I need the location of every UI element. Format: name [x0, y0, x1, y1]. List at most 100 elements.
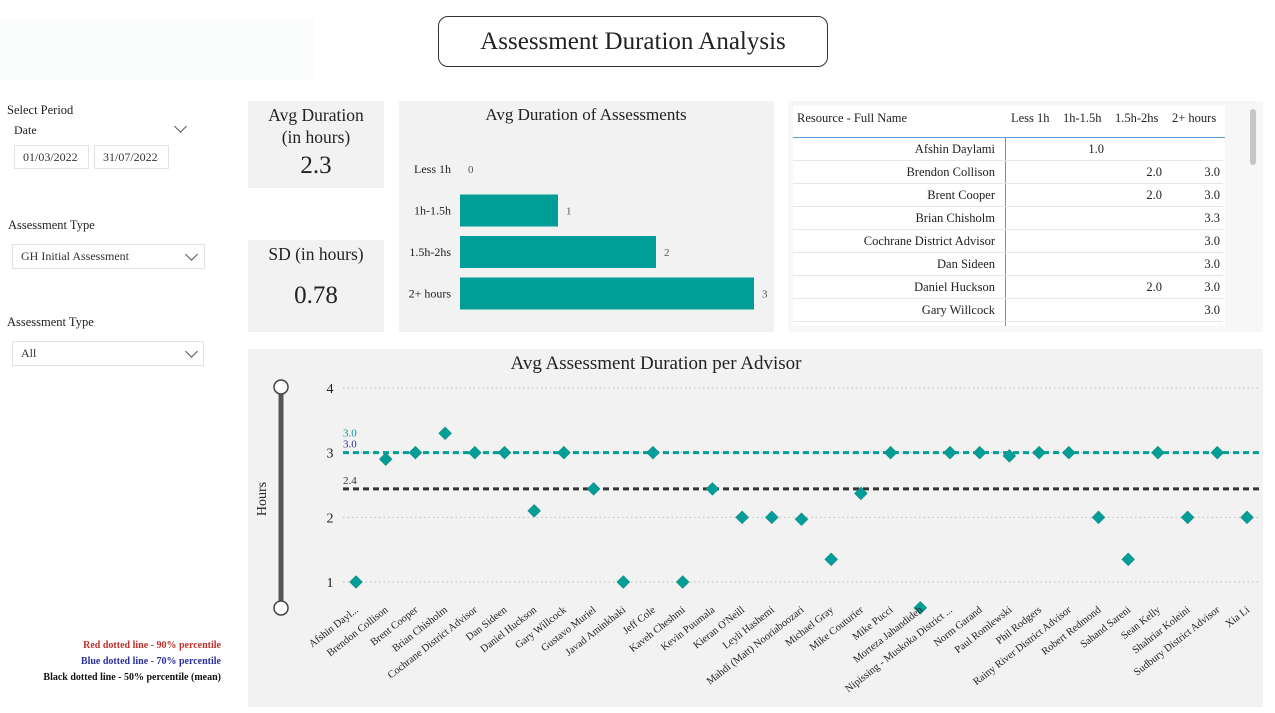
- assessment-type-label-2: Assessment Type: [7, 315, 94, 329]
- table-cell-value: 1.0: [1088, 142, 1104, 156]
- data-point[interactable]: [1121, 552, 1136, 567]
- scatter-chart-title: Avg Assessment Duration per Advisor: [511, 353, 803, 374]
- legend-note-red: Red dotted line - 90% percentile: [83, 640, 221, 651]
- table-cell-value: 3.0: [1204, 280, 1220, 294]
- table-cell-value: 3.0: [1204, 234, 1220, 248]
- data-point[interactable]: [764, 510, 779, 525]
- data-point[interactable]: [883, 445, 898, 460]
- table-row[interactable]: Brendon Collison 2.0 3.0: [793, 161, 1223, 184]
- date-to-input[interactable]: 31/07/2022: [94, 145, 169, 169]
- data-point[interactable]: [1151, 445, 1165, 460]
- avg-duration-subtitle: (in hours): [281, 127, 351, 147]
- data-point[interactable]: [794, 512, 809, 527]
- table-cell-name: Daniel Huckson: [914, 280, 995, 294]
- table-row[interactable]: Afshin Daylami 1.0: [793, 138, 1223, 161]
- data-point[interactable]: [1061, 445, 1076, 460]
- assessment-type-value-1: GH Initial Assessment: [21, 249, 129, 263]
- data-point[interactable]: [1002, 449, 1017, 463]
- bar-category-label: 1.5h-2hs: [409, 245, 451, 259]
- bar-value-label: 0: [468, 164, 474, 176]
- sd-card: SD (in hours) 0.78: [248, 240, 384, 332]
- table-row[interactable]: Brent Cooper 2.0 3.0: [793, 184, 1223, 207]
- bar[interactable]: [460, 277, 754, 310]
- avg-duration-value: 2.3: [300, 152, 332, 179]
- data-point[interactable]: [497, 445, 512, 460]
- date-chevron-down-icon[interactable]: [174, 120, 187, 133]
- table-scrollbar-thumb[interactable]: [1250, 109, 1256, 165]
- y-tick-label: 4: [327, 382, 334, 397]
- table-header-less1[interactable]: Less 1h: [1011, 111, 1050, 125]
- data-point[interactable]: [735, 510, 749, 525]
- table-header-name[interactable]: Resource - Full Name: [797, 111, 908, 125]
- assessment-type-dropdown-2[interactable]: All: [12, 341, 204, 366]
- data-point[interactable]: [646, 445, 660, 460]
- data-point[interactable]: [1240, 510, 1254, 525]
- bar-value-label: 1: [566, 206, 572, 218]
- table-column-divider: [1005, 138, 1006, 326]
- table-row[interactable]: Gary Willcock 3.0: [793, 299, 1223, 322]
- data-point[interactable]: [913, 601, 928, 615]
- data-point[interactable]: [972, 445, 987, 460]
- assessment-type-label-1: Assessment Type: [8, 218, 95, 232]
- bar-category-label: 2+ hours: [409, 287, 452, 301]
- data-point[interactable]: [557, 445, 571, 460]
- table-cell-name: Cochrane District Advisor: [863, 234, 995, 248]
- table-row[interactable]: Daniel Huckson 2.0 3.0: [793, 276, 1223, 299]
- y-range-slider-handle-top[interactable]: [273, 379, 289, 395]
- advisor-scatter-chart: Avg Assessment Duration per Advisor Hours…: [255, 353, 1259, 695]
- table-cell-name: Brendon Collison: [906, 165, 995, 179]
- table-cell-value: 3.0: [1204, 165, 1220, 179]
- data-point[interactable]: [527, 504, 542, 518]
- data-point[interactable]: [408, 445, 423, 460]
- table-cell-name: Brian Chisholm: [915, 211, 995, 225]
- assessment-type-dropdown-1[interactable]: GH Initial Assessment: [12, 244, 205, 269]
- data-point[interactable]: [349, 575, 363, 589]
- table-cell-value: 3.0: [1204, 257, 1220, 271]
- avg-duration-card: Avg Duration (in hours) 2.3: [248, 101, 384, 188]
- data-point[interactable]: [1032, 445, 1046, 460]
- x-tick-label: Xia Li: [1224, 605, 1252, 630]
- table-cell-value: 2.0: [1146, 188, 1162, 202]
- data-point[interactable]: [705, 482, 720, 496]
- page-title: Assessment Duration Analysis: [438, 16, 828, 67]
- data-point[interactable]: [378, 452, 393, 466]
- duration-table: [793, 106, 1225, 326]
- date-from-input[interactable]: 01/03/2022: [14, 145, 89, 169]
- table-cell-value: 2.0: [1146, 280, 1162, 294]
- y-range-slider-handle-bottom[interactable]: [273, 600, 289, 616]
- bar[interactable]: [460, 236, 656, 268]
- avg-duration-bar-chart: Avg Duration of Assessments Less 1h 0 1h-1.…: [409, 105, 768, 310]
- data-point[interactable]: [943, 445, 957, 460]
- table-header-1-5h-2hs[interactable]: 1.5h-2hs: [1115, 111, 1159, 125]
- table-cell-value: 3.3: [1204, 211, 1220, 225]
- bar[interactable]: [460, 194, 558, 227]
- data-point[interactable]: [616, 575, 631, 589]
- bar-value-label: 3: [762, 289, 768, 301]
- table-header-1h-1-5h[interactable]: 1h-1.5h: [1063, 111, 1102, 125]
- data-point[interactable]: [438, 426, 452, 441]
- data-point[interactable]: [675, 575, 690, 589]
- bar-category-label: 1h-1.5h: [414, 204, 451, 218]
- table-row[interactable]: Cochrane District Advisor 3.0: [793, 230, 1223, 253]
- legend-note-black: Black dotted line - 50% percentile (mean…: [43, 672, 221, 683]
- top-left-blank: [0, 18, 314, 80]
- y-axis-label: Hours: [255, 482, 270, 516]
- table-cell-value: 3.0: [1204, 188, 1220, 202]
- table-header-2plus[interactable]: 2+ hours: [1172, 111, 1217, 125]
- data-point[interactable]: [1210, 445, 1225, 460]
- reference-label-teal: 3.0: [343, 428, 357, 440]
- advisor-scatter-card: [248, 349, 1263, 707]
- data-point[interactable]: [1091, 510, 1106, 525]
- legend-note-blue: Blue dotted line - 70% percentile: [80, 656, 221, 667]
- y-tick-label: 2: [327, 511, 334, 526]
- data-point[interactable]: [586, 482, 601, 496]
- table-row[interactable]: Brian Chisholm 3.3: [793, 207, 1223, 230]
- bar-category-label: Less 1h: [414, 162, 451, 176]
- table-row[interactable]: Dan Sideen 3.0: [793, 253, 1223, 276]
- table-cell-value: 2.0: [1146, 165, 1162, 179]
- data-point[interactable]: [854, 486, 868, 501]
- data-point[interactable]: [824, 552, 839, 567]
- bar-chart-title: Avg Duration of Assessments: [485, 105, 686, 124]
- data-point[interactable]: [467, 445, 482, 460]
- data-point[interactable]: [1180, 510, 1195, 525]
